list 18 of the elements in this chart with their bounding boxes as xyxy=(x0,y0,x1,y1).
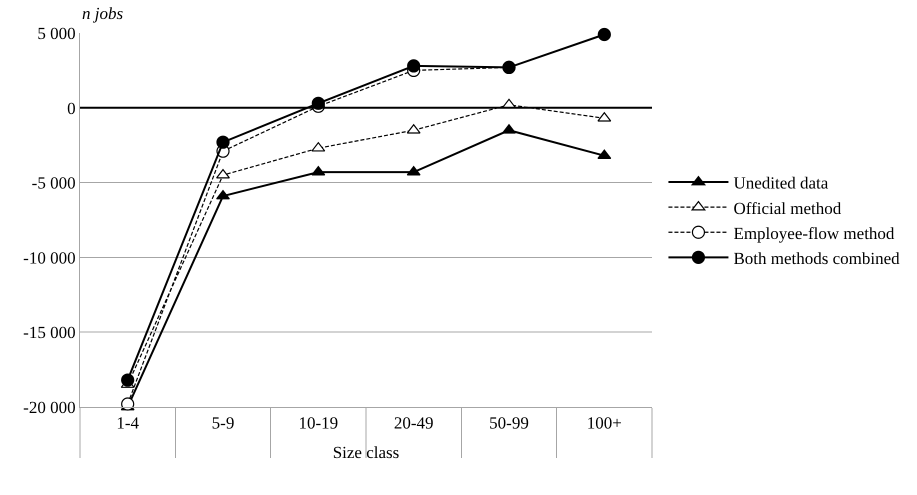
y-tick-label: 5 000 xyxy=(37,24,76,43)
x-tick-label: 5-9 xyxy=(212,413,234,432)
x-tick-label: 1-4 xyxy=(116,413,140,432)
y-tick-label: -20 000 xyxy=(23,398,76,417)
legend-label: Unedited data xyxy=(733,174,829,193)
y-tick-label: 0 xyxy=(67,98,76,118)
legend-label: Both methods combined xyxy=(733,248,900,268)
x-tick-label: 50-99 xyxy=(489,413,529,432)
y-axis-title: n jobs xyxy=(82,4,124,23)
x-tick-label: 100+ xyxy=(586,413,622,432)
x-tick-label: 10-19 xyxy=(298,413,338,432)
y-tick-label: -5 000 xyxy=(32,174,76,193)
x-axis-title: Size class xyxy=(332,442,400,462)
y-tick-label: -10 000 xyxy=(23,248,76,268)
legend-label: Employee-flow method xyxy=(733,224,895,243)
x-tick-label: 20-49 xyxy=(394,413,434,432)
legend-label: Official method xyxy=(733,198,842,218)
y-tick-label: -15 000 xyxy=(23,323,76,342)
